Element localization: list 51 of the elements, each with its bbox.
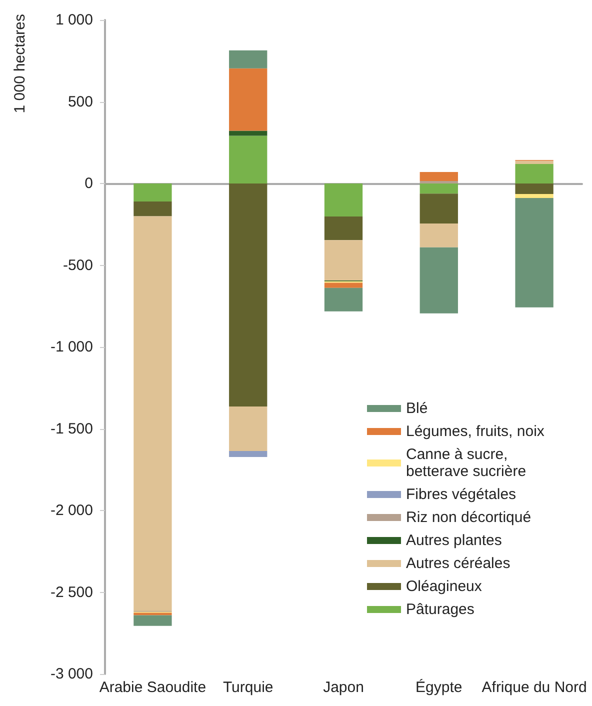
bar [229,450,268,458]
bar [134,615,172,626]
bar [515,164,554,184]
bar [229,50,268,68]
bar [515,184,554,194]
bar [420,172,458,182]
bar [515,160,554,164]
bar [420,194,458,224]
bar [515,194,554,198]
bar [515,198,554,308]
bar [229,406,268,451]
legend-label: Riz non décortiqué [406,509,532,526]
bar [229,136,268,184]
legend-label: Autres céréales [406,555,510,572]
y-tick-label: 1 000 [55,12,93,28]
legend-label: Canne à sucre, betterave sucrière [406,446,526,480]
x-tick-label: Afrique du Nord [482,679,587,696]
bar [229,68,268,131]
bar [229,130,268,136]
legend-label: Blé [406,400,428,417]
y-tick-label: 500 [68,93,93,110]
bar [420,247,458,314]
bar [324,282,363,288]
legend-label: Fibres végétales [406,486,516,503]
x-tick-label: Égypte [416,678,462,696]
bar [134,201,172,216]
bar [229,184,268,407]
y-tick-label: -3 000 [50,666,93,682]
x-tick-label: Arabie Saoudite [99,679,206,696]
y-tick-label: 0 [84,175,93,192]
bar [324,240,363,280]
y-tick-label: -2 000 [50,502,93,519]
bar [420,224,458,248]
bar [420,184,458,194]
x-tick-label: Turquie [222,679,274,696]
y-tick-label: -1 500 [50,420,93,438]
legend-label: Oléagineux [406,578,482,595]
y-tick-label: -2 500 [50,584,93,601]
bar [134,184,172,202]
bar [324,288,363,312]
legend-label: Autres plantes [406,532,502,549]
legend-label: Pâturages [406,601,474,618]
y-axis-title: 1 000 hectares [12,14,28,114]
bar [324,216,363,240]
bar [324,184,363,217]
legend-label: Légumes, fruits, noix [406,423,545,440]
bar [134,612,172,616]
bar [134,216,172,612]
x-tick-label: Japon [323,679,364,696]
y-tick-label: -500 [62,256,93,274]
y-tick-label: -1 000 [50,338,93,356]
